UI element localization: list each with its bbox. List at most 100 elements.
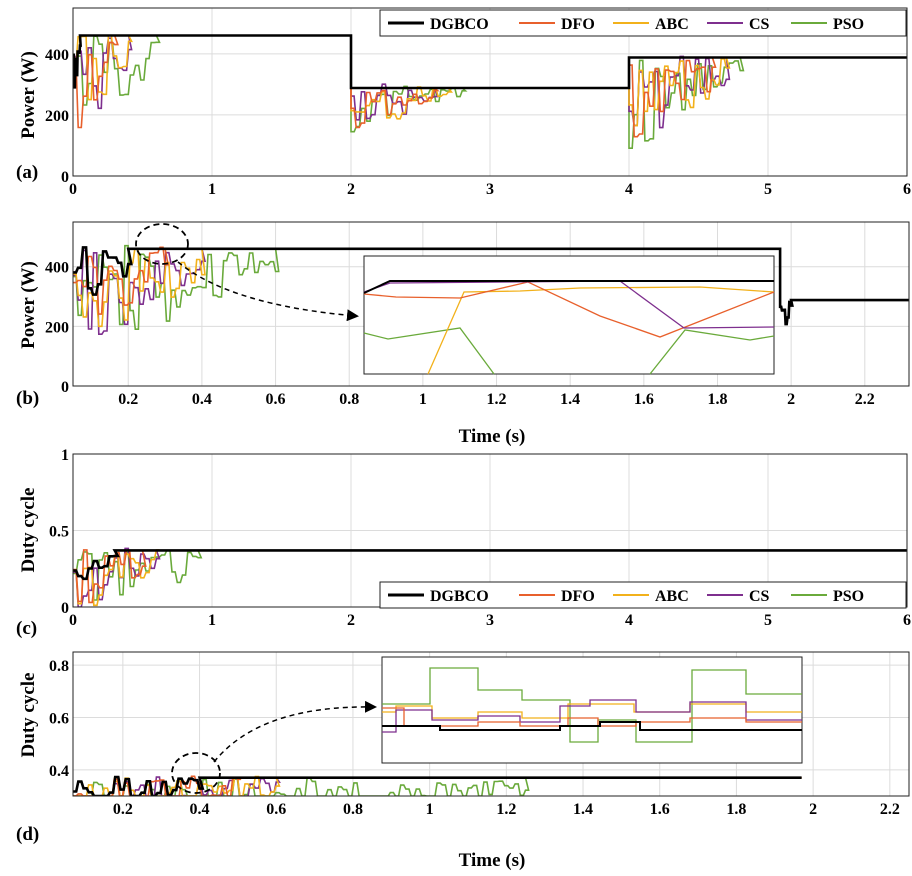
- panel-c: 0 1 2 3 4 5 6 0 0.5 1 Duty cycle (c) DGBCO DFO AB…: [16, 447, 911, 639]
- y-tick-label: 0: [61, 169, 69, 186]
- x-tick-label: 0.2: [118, 391, 138, 408]
- y-tick-label: 0: [61, 600, 69, 617]
- x-tick-label: 0.4: [190, 801, 210, 818]
- series-line-cs: [73, 776, 802, 796]
- x-tick-label: 2: [787, 391, 795, 408]
- panel-label: (a): [16, 162, 38, 183]
- series-line-dgbco: [73, 34, 907, 90]
- inset-line-dgbco: [363, 280, 774, 294]
- x-tick-label: 3: [486, 612, 494, 629]
- inset-line-abc: [382, 703, 802, 719]
- panel-b: 0.2 0.4 0.6 0.8 1 1.2 1.4 1.6 1.8 2 2.2 0 200 400 Pow…: [16, 221, 910, 447]
- panel-label: (d): [16, 824, 39, 845]
- y-tick-label: 0.8: [49, 658, 69, 675]
- x-tick-label: 1.2: [496, 801, 516, 818]
- y-axis-label: Power (W): [18, 261, 39, 349]
- legend-entry-abc: ABC: [655, 16, 689, 33]
- plot-frame: [72, 7, 908, 177]
- x-tick-label: 6: [903, 181, 911, 198]
- panel-label: (b): [16, 388, 39, 409]
- x-tick-label: 4: [625, 612, 633, 629]
- x-tick-label: 2: [809, 801, 817, 818]
- series-line-dgbco: [73, 246, 909, 326]
- plot-frame: [72, 651, 910, 797]
- series-line-dgbco: [73, 549, 907, 581]
- zoom-inset: [381, 656, 803, 764]
- x-tick-label: 5: [764, 612, 772, 629]
- x-tick-label: 0.6: [266, 801, 286, 818]
- inset-line-dgbco: [382, 721, 802, 731]
- zoom-arrow: [213, 700, 377, 763]
- inset-line-abc: [427, 286, 775, 375]
- x-tick-label: 3: [486, 181, 494, 198]
- x-tick-label: 1: [426, 801, 434, 818]
- legend: DGBCO DFO ABC CS PSO: [379, 9, 907, 37]
- x-tick-label: 0: [69, 612, 77, 629]
- x-tick-label: 5: [764, 181, 772, 198]
- panel-label: (c): [16, 618, 37, 639]
- series-line-abc: [73, 34, 907, 127]
- legend-entry-abc: ABC: [655, 588, 689, 605]
- panel-d: 0.2 0.4 0.6 0.8 1 1.2 1.4 1.6 1.8 2 2.2 0.4 0.6 0.8 D…: [16, 651, 910, 871]
- x-tick-label: 1.8: [726, 801, 746, 818]
- inset-line-pso: [382, 667, 802, 743]
- x-tick-label: 0.2: [113, 801, 133, 818]
- x-tick-label: 1: [419, 391, 427, 408]
- x-tick-label: 1.6: [634, 391, 654, 408]
- legend-entry-cs: CS: [749, 16, 770, 33]
- legend: DGBCO DFO ABC CS PSO: [379, 581, 907, 609]
- x-tick-label: 0.4: [192, 391, 212, 408]
- x-tick-label: 4: [625, 181, 633, 198]
- y-tick-label: 200: [45, 319, 69, 336]
- legend-entry-pso: PSO: [833, 588, 864, 605]
- x-tick-label: 1.2: [487, 391, 507, 408]
- series-line-cs: [73, 248, 781, 336]
- series-line-dfo: [73, 34, 907, 138]
- x-tick-label: 1.8: [707, 391, 727, 408]
- y-tick-label: 200: [45, 108, 69, 125]
- zoom-inset: [363, 255, 775, 375]
- y-axis-label: Duty cycle: [18, 488, 39, 573]
- x-tick-label: 0.6: [266, 391, 286, 408]
- x-tick-label: 0.8: [343, 801, 363, 818]
- y-tick-label: 400: [45, 260, 69, 277]
- legend-entry-dfo: DFO: [561, 588, 595, 605]
- legend-entry-dgbco: DGBCO: [430, 588, 489, 605]
- x-tick-label: 6: [903, 612, 911, 629]
- x-tick-label: 0.8: [339, 391, 359, 408]
- x-tick-label: 2: [347, 181, 355, 198]
- x-tick-label: 2.2: [880, 801, 900, 818]
- inset-line-pso-tail: [649, 329, 775, 375]
- y-axis-label: Duty cycle: [18, 673, 39, 758]
- y-tick-label: 0: [61, 379, 69, 396]
- x-tick-label: 0: [69, 181, 77, 198]
- y-tick-label: 1: [61, 447, 69, 464]
- legend-entry-pso: PSO: [833, 16, 864, 33]
- zoom-highlight-circle: [135, 223, 189, 265]
- y-tick-label: 0.5: [49, 524, 69, 541]
- inset-line-dfo: [382, 707, 802, 727]
- inset-line-pso: [363, 327, 495, 375]
- x-tick-label: 1: [208, 612, 216, 629]
- y-tick-label: 0.6: [49, 710, 69, 727]
- x-tick-label: 1.4: [573, 801, 593, 818]
- series-line-dgbco: [73, 775, 802, 796]
- y-axis-label: Power (W): [18, 51, 39, 139]
- zoom-highlight-circle: [171, 752, 221, 794]
- x-tick-label: 1: [208, 181, 216, 198]
- series-line-dfo: [73, 246, 781, 315]
- x-tick-label: 2.2: [855, 391, 875, 408]
- legend-entry-cs: CS: [749, 588, 770, 605]
- plot-frame: [72, 221, 910, 387]
- y-tick-label: 0.4: [49, 763, 69, 780]
- x-axis-label: Time (s): [459, 850, 526, 871]
- legend-entry-dgbco: DGBCO: [430, 16, 489, 33]
- y-tick-label: 400: [45, 47, 69, 64]
- panel-a: 0 1 2 3 4 5 6 0 200 400 Power (W) (a) DGBCO DFO A…: [16, 7, 911, 198]
- x-tick-label: 1.6: [650, 801, 670, 818]
- legend-entry-dfo: DFO: [561, 16, 595, 33]
- x-axis-label: Time (s): [459, 426, 526, 447]
- inset-line-cs: [382, 699, 802, 733]
- series-line-dfo: [73, 549, 907, 604]
